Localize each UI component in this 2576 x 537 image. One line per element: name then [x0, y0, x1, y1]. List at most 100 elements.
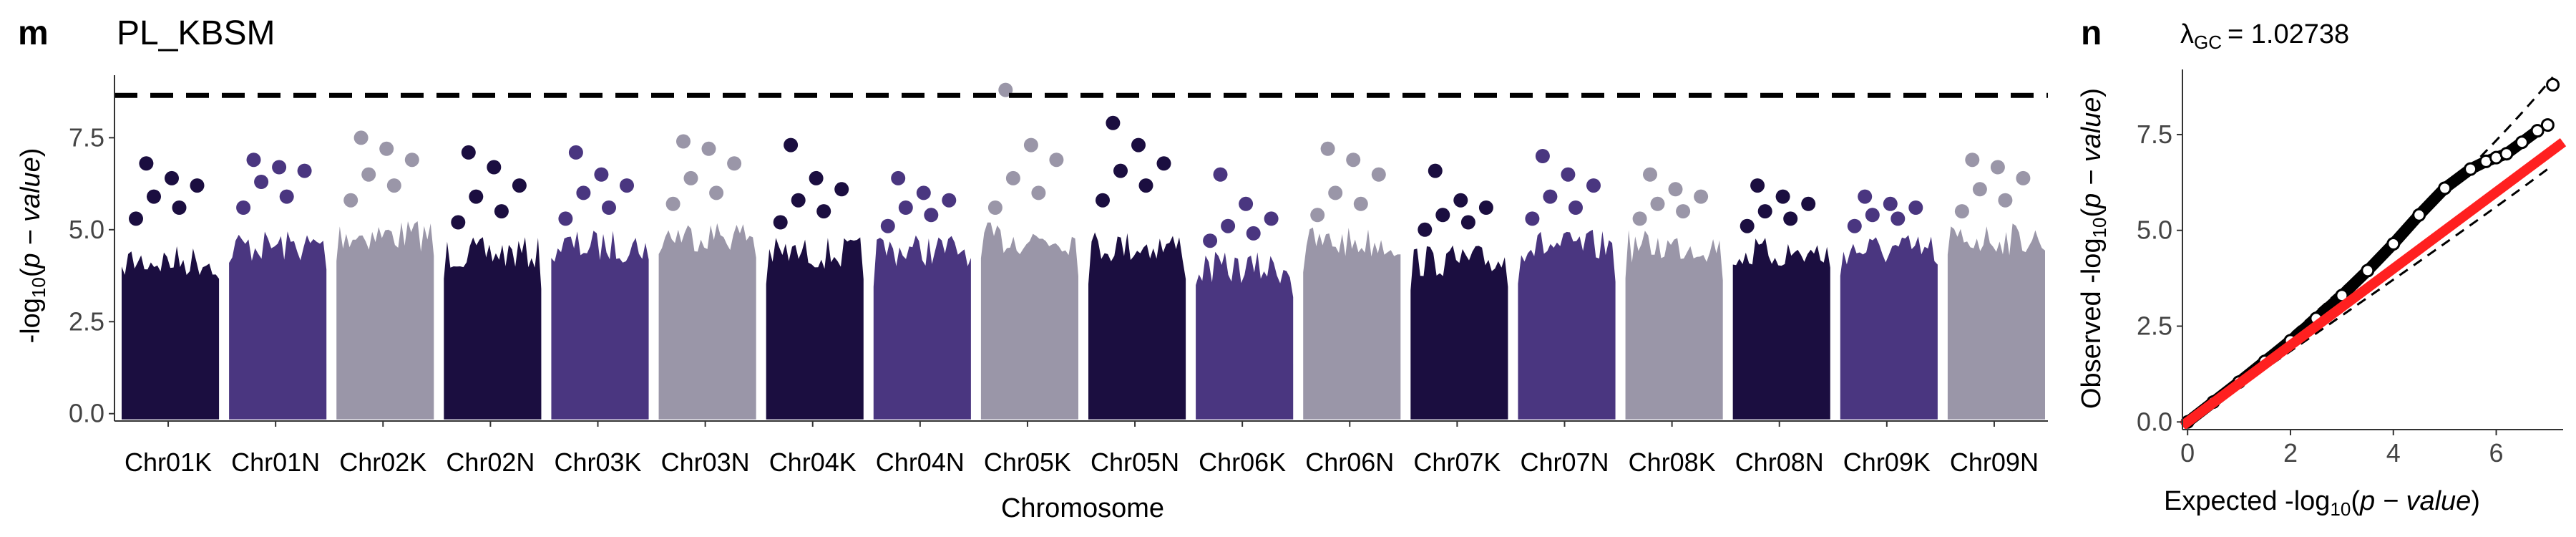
qq-point [2530, 124, 2545, 138]
chromosome-bulk-Chr03K [551, 231, 649, 420]
snp-point-Chr06K [1264, 211, 1279, 226]
qq-point [2515, 135, 2529, 150]
lambda-gc-label: λGC = 1.02738 [2180, 19, 2349, 53]
snp-point-Chr02N [461, 145, 476, 160]
axis-title-italic: p − value [2359, 486, 2471, 516]
snp-point-Chr07N [1543, 189, 1558, 204]
qq-point [2386, 237, 2401, 251]
chromosome-bulk-Chr02K [336, 221, 434, 420]
axis-title-prefix: -log [16, 298, 46, 343]
qq-reference-line [2179, 138, 2567, 430]
snp-point-Chr01K [147, 189, 161, 204]
axis-title-italic: p − value [2077, 97, 2107, 209]
snp-point-Chr02N [512, 178, 527, 193]
snp-point-Chr01N [236, 200, 251, 215]
snp-point-Chr04N [916, 185, 931, 200]
snp-point-Chr03K [576, 185, 591, 200]
snp-point-Chr03N [727, 156, 742, 171]
y-tick-label: 7.5 [69, 122, 104, 152]
snp-point-Chr04K [834, 182, 849, 197]
y-tick-label: 5.0 [69, 215, 104, 244]
snp-point-Chr09N [1965, 153, 1980, 168]
snp-point-Chr09N [1972, 182, 1987, 197]
x-tick-label-Chr07K: Chr07K [1413, 448, 1501, 477]
snp-point-Chr03K [568, 145, 583, 160]
snp-point-Chr01K [139, 156, 154, 171]
lambda-symbol: λ [2180, 19, 2194, 49]
y-tick-label: 2.5 [69, 306, 104, 336]
x-tick-label-Chr09K: Chr09K [1843, 448, 1931, 477]
chromosome-bulk-Chr01K [122, 246, 220, 420]
axis-title-paren: ) [2471, 486, 2480, 516]
x-tick-label-Chr02N: Chr02N [446, 448, 535, 477]
axis-title-paren: ( [2077, 208, 2107, 218]
snp-point-Chr02K [404, 153, 419, 168]
snp-point-Chr04N [942, 193, 957, 208]
snp-point-Chr02K [386, 178, 401, 193]
snp-point-Chr06K [1239, 196, 1254, 211]
axis-title-subscript: 10 [28, 277, 49, 298]
snp-point-Chr03K [594, 167, 609, 182]
x-tick-label-Chr05K: Chr05K [984, 448, 1071, 477]
snp-point-Chr02N [487, 160, 502, 175]
snp-point-Chr08N [1740, 218, 1755, 233]
qq-point [2412, 208, 2426, 222]
snp-point-Chr08N [1775, 189, 1790, 204]
snp-point-Chr03K [620, 178, 634, 193]
snp-point-Chr05K [1031, 185, 1046, 200]
snp-point-Chr05N [1096, 193, 1110, 208]
chromosome-bulk-Chr09K [1840, 235, 1938, 420]
axis-title-prefix: Observed -log [2077, 238, 2107, 409]
qq-y-tick-label: 5.0 [2137, 216, 2172, 245]
x-tick-label-Chr03N: Chr03N [661, 448, 750, 477]
snp-point-Chr07N [1586, 178, 1601, 193]
snp-point-Chr06K [1221, 218, 1236, 233]
snp-point-Chr02K [343, 193, 358, 208]
snp-point-Chr07K [1453, 193, 1468, 208]
snp-point-Chr02K [379, 141, 394, 156]
snp-point-Chr06K [1213, 167, 1228, 182]
x-tick-label-Chr03K: Chr03K [554, 448, 641, 477]
chromosome-bulk-Chr05N [1088, 232, 1186, 420]
snp-point-Chr04N [898, 200, 913, 215]
snp-point-Chr01N [254, 175, 269, 189]
chromosome-bulk-Chr01N [229, 231, 327, 420]
snp-point-Chr05N [1106, 115, 1121, 130]
chromosome-bulk-Chr05K [980, 222, 1078, 420]
snp-point-Chr07N [1535, 149, 1550, 163]
snp-point-Chr01N [297, 163, 312, 178]
snp-point-Chr08K [1650, 196, 1665, 211]
snp-point-Chr09N [1998, 193, 2013, 208]
snp-point-Chr08K [1643, 167, 1657, 182]
snp-point-Chr02N [451, 215, 466, 230]
snp-point-Chr07K [1418, 222, 1433, 237]
qq-y-tick-label: 0.0 [2137, 407, 2172, 436]
snp-point-Chr08K [1694, 189, 1709, 204]
snp-point-Chr08K [1676, 204, 1691, 219]
panel-letter-m: m [18, 14, 49, 52]
snp-point-Chr01N [279, 189, 294, 204]
snp-point-Chr02K [353, 130, 369, 145]
snp-point-Chr07N [1525, 211, 1540, 226]
snp-point-Chr04K [791, 193, 806, 208]
manhattan-title: PL_KBSM [117, 14, 275, 52]
snp-point-Chr09K [1890, 211, 1906, 226]
lambda-subscript: GC [2194, 32, 2222, 53]
qq-x-ticks: 0 2 4 6 [2180, 430, 2504, 468]
qq-x-axis-title: Expected -log10(p − value) [2164, 486, 2480, 520]
manhattan-bulk-layer [122, 221, 2045, 420]
x-tick-label-Chr01K: Chr01K [125, 448, 212, 477]
snp-point-Chr03K [558, 211, 573, 226]
snp-point-Chr06N [1371, 167, 1386, 182]
snp-point-Chr08K [1668, 182, 1683, 197]
snp-point-Chr07N [1568, 200, 1583, 215]
x-tick-label-Chr09N: Chr09N [1950, 448, 2039, 477]
snp-point-Chr04N [891, 170, 906, 185]
snp-point-Chr07K [1428, 163, 1443, 178]
snp-point-Chr03K [602, 200, 616, 215]
snp-point-Chr03N [709, 185, 724, 200]
qq-band-upper [2187, 76, 2554, 423]
snp-point-Chr07N [1561, 167, 1576, 182]
snp-point-Chr06N [1346, 153, 1361, 168]
x-tick-label-Chr06N: Chr06N [1305, 448, 1394, 477]
